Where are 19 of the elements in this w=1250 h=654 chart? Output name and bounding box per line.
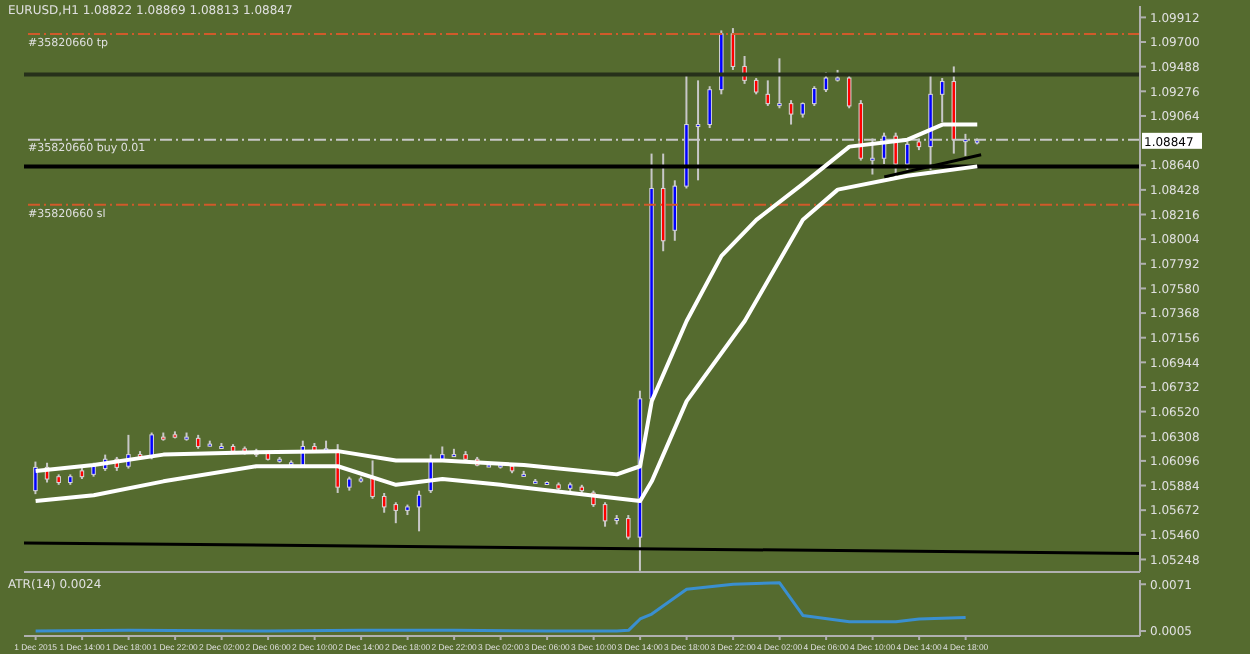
candlestick	[939, 77, 945, 124]
candlestick	[777, 57, 782, 110]
candlestick	[381, 491, 387, 514]
candlestick	[765, 79, 771, 107]
candlestick	[812, 85, 817, 107]
candlestick	[393, 501, 399, 525]
candlestick	[416, 489, 422, 533]
candlestick	[602, 501, 608, 528]
candlestick	[707, 85, 712, 130]
candlestick	[33, 460, 38, 496]
line-series	[33, 164, 980, 504]
candlestick	[846, 73, 852, 110]
candlestick	[370, 459, 375, 500]
candlestick	[626, 514, 631, 541]
candlestick	[672, 179, 678, 242]
candlestick	[788, 99, 794, 126]
candlestick	[149, 431, 154, 461]
candlestick	[823, 71, 829, 93]
candlestick	[905, 140, 910, 171]
